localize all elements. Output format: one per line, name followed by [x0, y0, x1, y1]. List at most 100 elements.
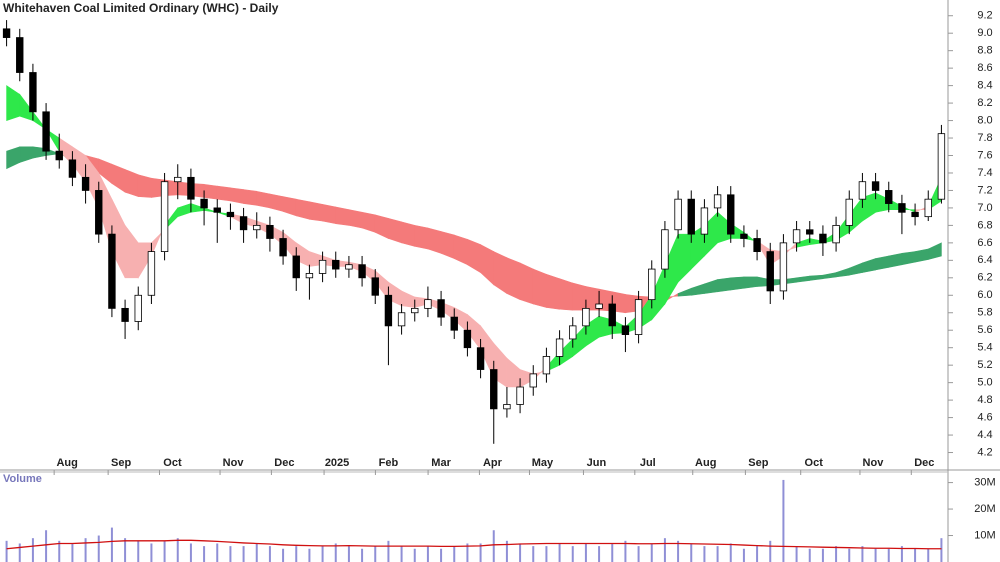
volume-bar	[110, 527, 113, 562]
volume-bar	[163, 540, 166, 562]
volume-bar	[189, 543, 192, 562]
volume-bar	[347, 546, 350, 562]
candle-body	[266, 224, 274, 239]
volume-bar	[690, 543, 693, 562]
volume-bar	[821, 548, 824, 562]
volume-bar	[861, 546, 864, 562]
ribbon-segment	[559, 278, 574, 311]
volume-bar	[756, 546, 759, 562]
y-tick-label: 4.2	[977, 446, 992, 458]
volume-tick-label: 10M	[974, 529, 995, 541]
volume-bar	[387, 540, 390, 562]
candle-body	[727, 194, 735, 235]
y-tick-label: 6.2	[977, 272, 992, 284]
candle-body	[687, 198, 695, 235]
candle-body	[529, 373, 537, 388]
y-tick-label: 5.6	[977, 324, 992, 336]
candle-body	[463, 329, 472, 349]
volume-bar	[97, 535, 100, 562]
ribbon-segment	[256, 190, 271, 209]
volume-bar	[18, 543, 21, 562]
ribbon-segment	[888, 252, 903, 268]
volume-bar	[58, 540, 61, 562]
candle-body	[911, 211, 919, 218]
volume-bar	[492, 530, 495, 562]
candle-body	[437, 299, 445, 318]
volume-bar	[571, 546, 574, 562]
ribbon-segment	[388, 218, 402, 244]
y-tick-label: 4.6	[977, 411, 992, 423]
volume-bar	[874, 548, 877, 562]
volume-bar	[374, 546, 377, 562]
ribbon-segment	[137, 174, 152, 198]
ribbon-segment	[730, 276, 745, 291]
candle-body	[68, 159, 77, 178]
volume-bar	[268, 546, 271, 562]
ribbon-segment	[743, 276, 758, 289]
ribbon-segment	[414, 225, 429, 250]
x-tick-label: Jun	[587, 457, 607, 469]
y-tick-label: 5.4	[977, 342, 992, 354]
y-tick-label: 8.0	[977, 114, 992, 126]
y-tick-label: 8.2	[977, 97, 992, 109]
candle-body	[792, 229, 801, 244]
ribbon-segment	[717, 277, 732, 293]
volume-bar	[361, 548, 364, 562]
candle-body	[490, 369, 498, 410]
candle-body	[2, 28, 11, 38]
volume-tick-label: 30M	[974, 476, 995, 488]
y-tick-label: 7.0	[977, 202, 992, 214]
volume-bar	[558, 543, 561, 562]
x-tick-label: Aug	[56, 457, 77, 469]
candle-body	[358, 264, 366, 279]
volume-bar	[203, 546, 206, 562]
ribbon-segment	[914, 248, 929, 263]
candle-body	[318, 259, 327, 274]
candle-body	[187, 176, 195, 200]
y-tick-label: 9.0	[977, 27, 992, 39]
ribbon-segment	[230, 187, 244, 204]
candle-body	[740, 233, 748, 239]
y-tick-label: 5.2	[977, 359, 992, 371]
x-tick-label: Feb	[379, 457, 399, 469]
volume-bar	[598, 546, 601, 562]
candle-body	[81, 176, 90, 191]
volume-bar	[426, 546, 429, 562]
candle-body	[753, 238, 761, 252]
volume-bar	[848, 548, 851, 562]
volume-bar	[742, 548, 745, 562]
candle-body	[476, 347, 485, 370]
y-tick-label: 8.4	[977, 80, 992, 92]
candle-body	[885, 190, 893, 204]
candle-body	[134, 294, 142, 322]
candle-body	[450, 316, 458, 331]
candle-body	[779, 242, 788, 292]
candle-body	[713, 194, 722, 209]
volume-bar	[176, 538, 179, 562]
candle-body	[397, 312, 406, 327]
y-tick-label: 6.8	[977, 219, 992, 231]
volume-bar	[532, 546, 535, 562]
x-tick-label: Mar	[431, 457, 451, 469]
volume-tick-label: 20M	[974, 503, 995, 515]
y-tick-label: 6.4	[977, 254, 992, 266]
candle-body	[55, 150, 63, 161]
y-tick-label: 4.8	[977, 394, 992, 406]
volume-bar	[716, 546, 719, 562]
candle-body	[305, 273, 314, 279]
volume-bar	[637, 546, 640, 562]
volume-bar	[677, 540, 680, 562]
candle-body	[648, 268, 656, 301]
volume-bar	[624, 540, 627, 562]
volume-bar	[914, 548, 917, 562]
x-tick-label: Jul	[640, 457, 656, 469]
ribbon-segment	[401, 221, 416, 247]
candle-body	[174, 176, 182, 183]
candle-body	[924, 198, 932, 218]
ribbon-segment	[506, 257, 521, 301]
volume-bar	[45, 530, 48, 562]
candle-body	[898, 203, 906, 213]
volume-bar	[795, 546, 798, 562]
candle-body	[871, 181, 880, 191]
candle-body	[516, 386, 524, 405]
